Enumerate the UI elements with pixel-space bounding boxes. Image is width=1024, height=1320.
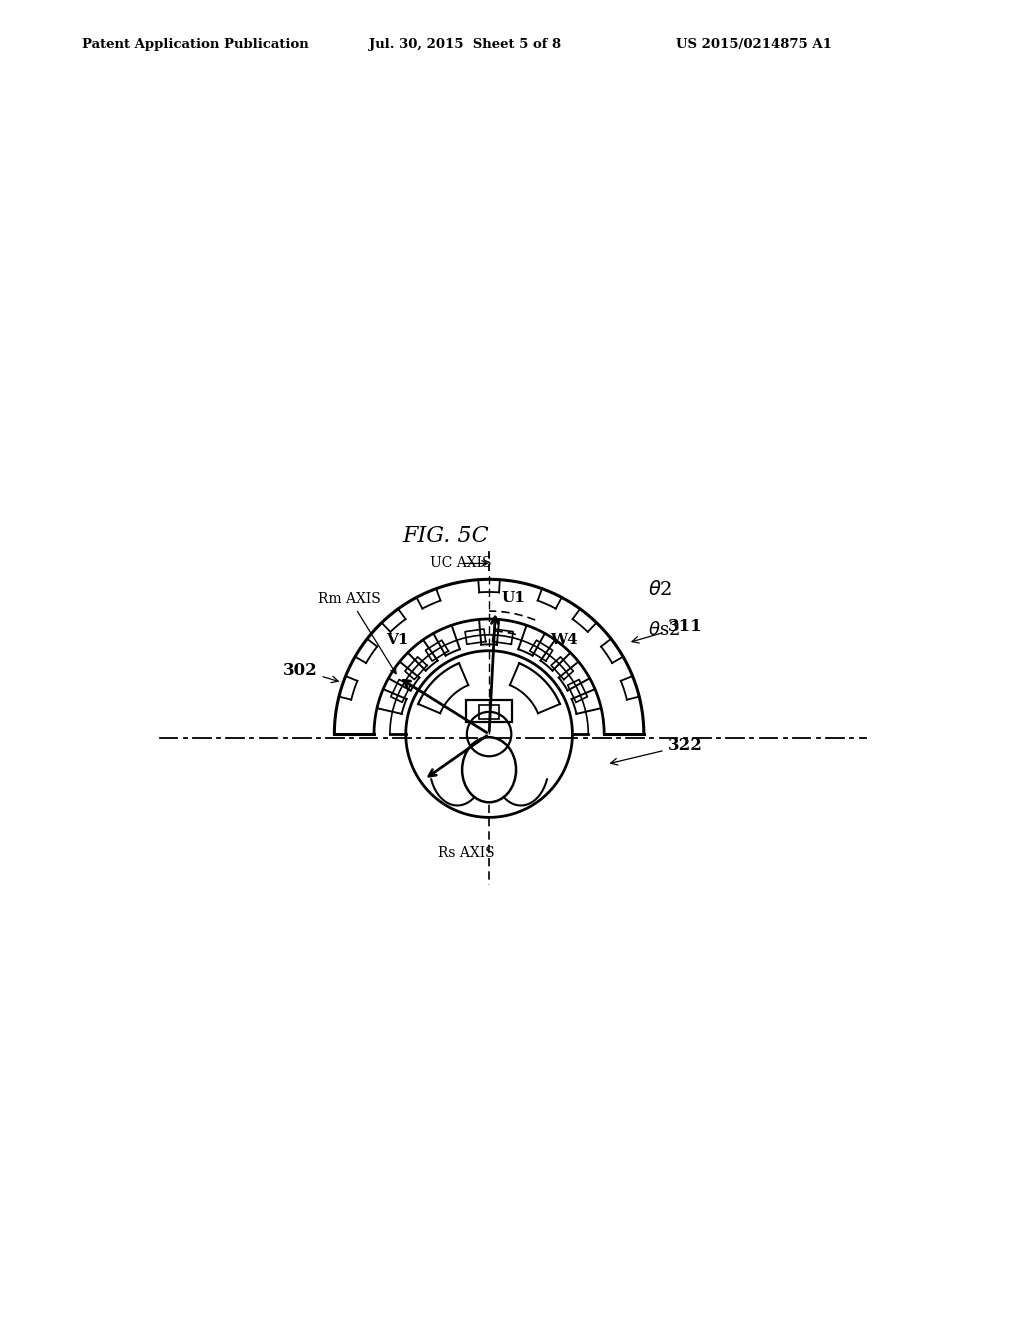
Text: W4: W4 xyxy=(551,634,579,647)
Text: Patent Application Publication: Patent Application Publication xyxy=(82,37,308,50)
Text: Rs AXIS: Rs AXIS xyxy=(437,846,495,861)
Ellipse shape xyxy=(462,738,516,803)
Text: US 2015/0214875 A1: US 2015/0214875 A1 xyxy=(676,37,831,50)
Text: $\theta$s2: $\theta$s2 xyxy=(648,620,680,639)
Text: $\theta$2: $\theta$2 xyxy=(648,581,672,599)
Text: U1: U1 xyxy=(502,591,525,606)
Text: Rm AXIS: Rm AXIS xyxy=(318,593,396,673)
Text: V1: V1 xyxy=(387,634,409,647)
Text: 311: 311 xyxy=(632,618,702,643)
Text: Jul. 30, 2015  Sheet 5 of 8: Jul. 30, 2015 Sheet 5 of 8 xyxy=(369,37,561,50)
Text: 322: 322 xyxy=(610,737,702,764)
Text: UC AXIS: UC AXIS xyxy=(430,557,492,570)
Text: 302: 302 xyxy=(283,661,338,682)
Text: FIG. 5C: FIG. 5C xyxy=(402,524,488,546)
